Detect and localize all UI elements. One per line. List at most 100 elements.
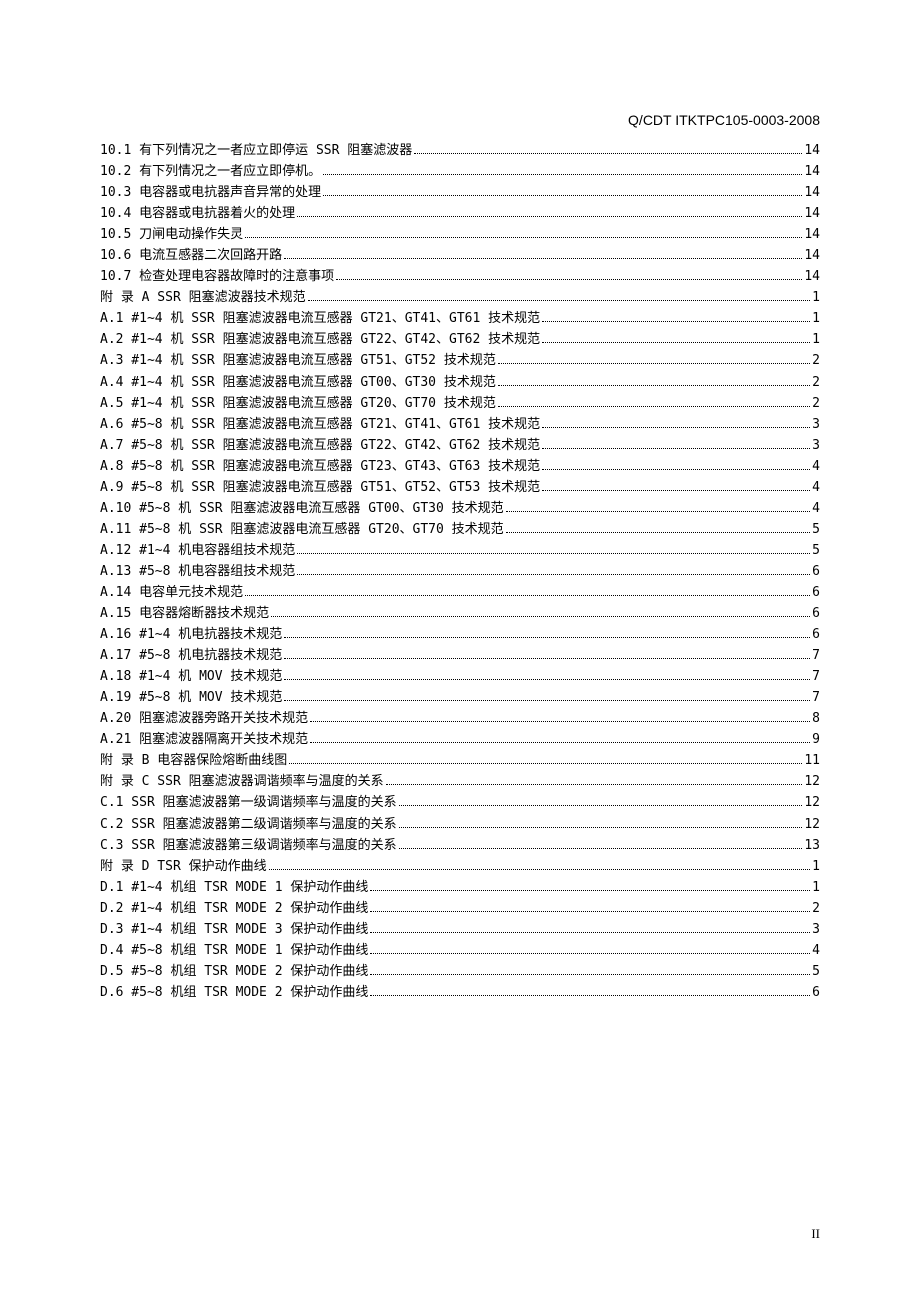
toc-entry-label: A.14 电容单元技术规范	[100, 582, 243, 603]
toc-entry: A.20 阻塞滤波器旁路开关技术规范8	[100, 708, 820, 729]
toc-entry: D.5 #5~8 机组 TSR MODE 2 保护动作曲线 5	[100, 961, 820, 982]
toc-entry-label: A.3 #1~4 机 SSR 阻塞滤波器电流互感器 GT51、GT52 技术规范	[100, 350, 496, 371]
toc-leader-dots	[498, 377, 810, 386]
toc-entry: A.17 #5~8 机电抗器技术规范7	[100, 645, 820, 666]
toc-entry: C.2 SSR 阻塞滤波器第二级调谐频率与温度的关系12	[100, 814, 820, 835]
toc-leader-dots	[284, 692, 810, 701]
toc-entry-page: 14	[804, 182, 820, 203]
toc-entry: A.15 电容器熔断器技术规范6	[100, 603, 820, 624]
toc-leader-dots	[323, 166, 802, 175]
toc-entry-page: 5	[812, 961, 820, 982]
toc-leader-dots	[542, 335, 810, 344]
toc-leader-dots	[498, 398, 810, 407]
toc-leader-dots	[297, 566, 810, 575]
toc-leader-dots	[542, 314, 810, 323]
toc-entry-page: 2	[812, 372, 820, 393]
toc-entry-page: 14	[804, 266, 820, 287]
toc-entry: A.16 #1~4 机电抗器技术规范6	[100, 624, 820, 645]
toc-entry-page: 2	[812, 350, 820, 371]
toc-entry: 附 录 C SSR 阻塞滤波器调谐频率与温度的关系12	[100, 771, 820, 792]
toc-entry-label: A.12 #1~4 机电容器组技术规范	[100, 540, 295, 561]
toc-entry-page: 5	[812, 540, 820, 561]
toc-entry-page: 4	[812, 477, 820, 498]
toc-leader-dots	[370, 882, 810, 891]
toc-entry-page: 1	[812, 308, 820, 329]
toc-leader-dots	[542, 419, 810, 428]
toc-entry: A.18 #1~4 机 MOV 技术规范7	[100, 666, 820, 687]
toc-entry-label: D.5 #5~8 机组 TSR MODE 2 保护动作曲线	[100, 961, 368, 982]
toc-entry-label: 附 录 C SSR 阻塞滤波器调谐频率与温度的关系	[100, 771, 384, 792]
toc-entry-page: 9	[812, 729, 820, 750]
toc-entry-label: A.9 #5~8 机 SSR 阻塞滤波器电流互感器 GT51、GT52、GT53…	[100, 477, 540, 498]
toc-entry-label: A.11 #5~8 机 SSR 阻塞滤波器电流互感器 GT20、GT70 技术规…	[100, 519, 504, 540]
toc-entry-label: 10.3 电容器或电抗器声音异常的处理	[100, 182, 321, 203]
toc-entry: A.10 #5~8 机 SSR 阻塞滤波器电流互感器 GT00、GT30 技术规…	[100, 498, 820, 519]
toc-entry: 附 录 B 电容器保险熔断曲线图11	[100, 750, 820, 771]
toc-entry: A.3 #1~4 机 SSR 阻塞滤波器电流互感器 GT51、GT52 技术规范…	[100, 350, 820, 371]
toc-leader-dots	[506, 503, 811, 512]
toc-entry-label: D.1 #1~4 机组 TSR MODE 1 保护动作曲线	[100, 877, 368, 898]
toc-entry: 10.1 有下列情况之一者应立即停运 SSR 阻塞滤波器14	[100, 140, 820, 161]
toc-leader-dots	[284, 671, 810, 680]
toc-entry-page: 4	[812, 498, 820, 519]
toc-entry-label: C.3 SSR 阻塞滤波器第三级调谐频率与温度的关系	[100, 835, 397, 856]
toc-leader-dots	[414, 145, 802, 154]
toc-leader-dots	[498, 356, 810, 365]
toc-entry-page: 11	[804, 750, 820, 771]
toc-entry-page: 1	[812, 877, 820, 898]
toc-entry: A.12 #1~4 机电容器组技术规范 5	[100, 540, 820, 561]
toc-entry: A.2 #1~4 机 SSR 阻塞滤波器电流互感器 GT22、GT42、GT62…	[100, 329, 820, 350]
toc-leader-dots	[386, 777, 803, 786]
toc-entry-label: A.16 #1~4 机电抗器技术规范	[100, 624, 282, 645]
toc-entry-page: 14	[804, 161, 820, 182]
toc-leader-dots	[542, 482, 810, 491]
toc-entry: A.21 阻塞滤波器隔离开关技术规范9	[100, 729, 820, 750]
toc-leader-dots	[284, 250, 802, 259]
toc-entry-label: A.13 #5~8 机电容器组技术规范	[100, 561, 295, 582]
toc-entry-label: A.10 #5~8 机 SSR 阻塞滤波器电流互感器 GT00、GT30 技术规…	[100, 498, 504, 519]
toc-entry: 10.5 刀闸电动操作失灵14	[100, 224, 820, 245]
toc-entry-label: 附 录 A SSR 阻塞滤波器技术规范	[100, 287, 306, 308]
toc-leader-dots	[289, 756, 802, 765]
toc-entry-label: 10.4 电容器或电抗器着火的处理	[100, 203, 295, 224]
toc-entry-page: 14	[804, 140, 820, 161]
toc-entry-page: 4	[812, 940, 820, 961]
toc-entry: A.8 #5~8 机 SSR 阻塞滤波器电流互感器 GT23、GT43、GT63…	[100, 456, 820, 477]
toc-entry-page: 1	[812, 287, 820, 308]
toc-entry-page: 8	[812, 708, 820, 729]
toc-entry: A.19 #5~8 机 MOV 技术规范7	[100, 687, 820, 708]
toc-entry: A.1 #1~4 机 SSR 阻塞滤波器电流互感器 GT21、GT41、GT61…	[100, 308, 820, 329]
toc-leader-dots	[269, 861, 811, 870]
toc-entry-page: 2	[812, 393, 820, 414]
toc-leader-dots	[506, 524, 811, 533]
page-number-text: II	[811, 1226, 820, 1241]
toc-leader-dots	[284, 650, 810, 659]
toc-leader-dots	[245, 229, 802, 238]
toc-entry: 10.4 电容器或电抗器着火的处理 14	[100, 203, 820, 224]
toc-entry-page: 14	[804, 203, 820, 224]
toc-leader-dots	[399, 840, 803, 849]
toc-entry-label: A.1 #1~4 机 SSR 阻塞滤波器电流互感器 GT21、GT41、GT61…	[100, 308, 540, 329]
toc-entry: D.6 #5~8 机组 TSR MODE 2 保护动作曲线6	[100, 982, 820, 1003]
toc-entry: 10.3 电容器或电抗器声音异常的处理 14	[100, 182, 820, 203]
toc-leader-dots	[271, 608, 810, 617]
toc-entry: 10.2 有下列情况之一者应立即停机。14	[100, 161, 820, 182]
toc-leader-dots	[297, 208, 802, 217]
toc-entry-page: 12	[804, 792, 820, 813]
toc-leader-dots	[310, 735, 810, 744]
toc-leader-dots	[297, 545, 810, 554]
toc-entry: C.3 SSR 阻塞滤波器第三级调谐频率与温度的关系13	[100, 835, 820, 856]
toc-entry: D.1 #1~4 机组 TSR MODE 1 保护动作曲线 1	[100, 877, 820, 898]
toc-entry: A.5 #1~4 机 SSR 阻塞滤波器电流互感器 GT20、GT70 技术规范…	[100, 393, 820, 414]
toc-leader-dots	[370, 945, 810, 954]
toc-entry: A.11 #5~8 机 SSR 阻塞滤波器电流互感器 GT20、GT70 技术规…	[100, 519, 820, 540]
toc-entry-label: 10.5 刀闸电动操作失灵	[100, 224, 243, 245]
toc-entry-page: 6	[812, 582, 820, 603]
toc-entry-label: D.2 #1~4 机组 TSR MODE 2 保护动作曲线	[100, 898, 368, 919]
toc-entry-label: A.5 #1~4 机 SSR 阻塞滤波器电流互感器 GT20、GT70 技术规范	[100, 393, 496, 414]
toc-leader-dots	[370, 903, 810, 912]
toc-entry: C.1 SSR 阻塞滤波器第一级调谐频率与温度的关系12	[100, 792, 820, 813]
toc-entry-label: A.15 电容器熔断器技术规范	[100, 603, 269, 624]
toc-entry-page: 3	[812, 414, 820, 435]
toc-entry: 10.7 检查处理电容器故障时的注意事项14	[100, 266, 820, 287]
